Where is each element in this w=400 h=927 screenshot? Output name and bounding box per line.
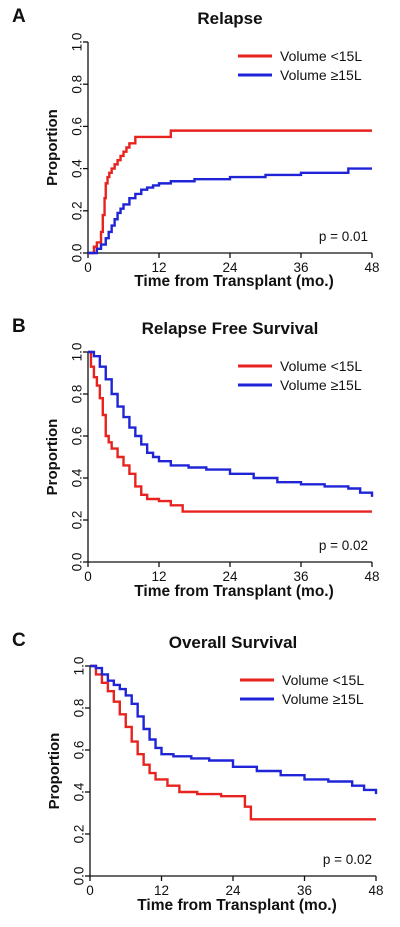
chart-title: Relapse Free Survival: [142, 319, 319, 338]
y-tick-label: 0.8: [70, 75, 85, 94]
y-tick-label: 1.0: [70, 33, 85, 52]
y-tick-label: 1.0: [72, 657, 87, 676]
y-tick-label: 0.2: [70, 201, 85, 220]
y-axis-label: Proportion: [44, 419, 61, 496]
series-line-volume-lt-15l: [88, 129, 372, 255]
y-tick-label: 0.0: [70, 244, 85, 263]
x-tick-label: 48: [368, 883, 383, 898]
p-value-annotation: p = 0.02: [323, 852, 372, 867]
y-axis-label: Proportion: [46, 733, 63, 810]
y-tick-label: 0.0: [70, 553, 85, 572]
panel-letter: B: [12, 316, 26, 337]
panel-letter: A: [12, 6, 26, 27]
legend-label: Volume <15L: [280, 48, 362, 64]
chart-panel-c: C Overall Survival 0.0 0.2 0.4 0.6 0.8 1.0 0 12 24…: [12, 630, 384, 914]
x-axis-label: Time from Transplant (mo.): [134, 273, 334, 290]
x-tick-label: 0: [84, 569, 92, 584]
y-tick-label: 1.0: [70, 343, 85, 362]
chart-panel-b: B Relapse Free Survival 0.0 0.2 0.4 0.6 0.8 1.0…: [12, 316, 380, 600]
y-tick-label: 0.4: [72, 782, 87, 801]
chart-title: Relapse: [197, 9, 262, 28]
series-line-volume-ge-15l: [88, 167, 372, 255]
y-tick-label: 0.6: [72, 741, 87, 760]
y-tick-label: 0.6: [70, 117, 85, 136]
x-tick-label: 48: [364, 569, 379, 584]
y-tick-label: 0.4: [70, 468, 85, 487]
x-tick-label: 0: [86, 883, 94, 898]
x-tick-label: 0: [84, 260, 92, 275]
chart-panel-a: A Relapse 0.0 0.2 0.4 0.6 0.8 1.0 0 12 24 36 48 Time …: [12, 6, 380, 290]
x-axis-label: Time from Transplant (mo.): [134, 583, 334, 600]
x-axis-label: Time from Transplant (mo.): [137, 897, 337, 914]
chart-title: Overall Survival: [169, 633, 298, 652]
y-axis-label: Proportion: [44, 109, 61, 186]
x-tick-label: 36: [293, 569, 308, 584]
y-tick-label: 0.0: [72, 867, 87, 886]
x-tick-label: 24: [222, 260, 238, 275]
series-line-volume-ge-15l: [90, 664, 378, 795]
p-value-annotation: p = 0.02: [319, 538, 368, 553]
series-line-volume-lt-15l: [88, 350, 372, 513]
x-tick-label: 36: [293, 260, 308, 275]
x-tick-label: 12: [151, 569, 166, 584]
x-tick-label: 12: [151, 260, 166, 275]
y-tick-label: 0.2: [72, 825, 87, 844]
x-tick-label: 36: [297, 883, 312, 898]
x-tick-label: 24: [225, 883, 241, 898]
x-tick-label: 12: [154, 883, 169, 898]
x-tick-label: 24: [222, 569, 238, 584]
y-tick-label: 0.8: [70, 385, 85, 404]
y-tick-label: 0.6: [70, 427, 85, 446]
y-tick-label: 0.8: [72, 699, 87, 718]
p-value-annotation: p = 0.01: [319, 229, 368, 244]
y-tick-label: 0.4: [70, 159, 85, 178]
series-line-volume-lt-15l: [90, 664, 376, 821]
legend-label: Volume <15L: [282, 672, 364, 688]
legend-label: Volume ≥15L: [280, 67, 362, 83]
series-line-volume-ge-15l: [88, 350, 374, 497]
legend-label: Volume <15L: [280, 358, 362, 374]
x-tick-label: 48: [364, 260, 379, 275]
y-tick-label: 0.2: [70, 511, 85, 530]
panel-letter: C: [12, 630, 26, 651]
legend-label: Volume ≥15L: [280, 377, 362, 393]
legend-label: Volume ≥15L: [282, 691, 364, 707]
